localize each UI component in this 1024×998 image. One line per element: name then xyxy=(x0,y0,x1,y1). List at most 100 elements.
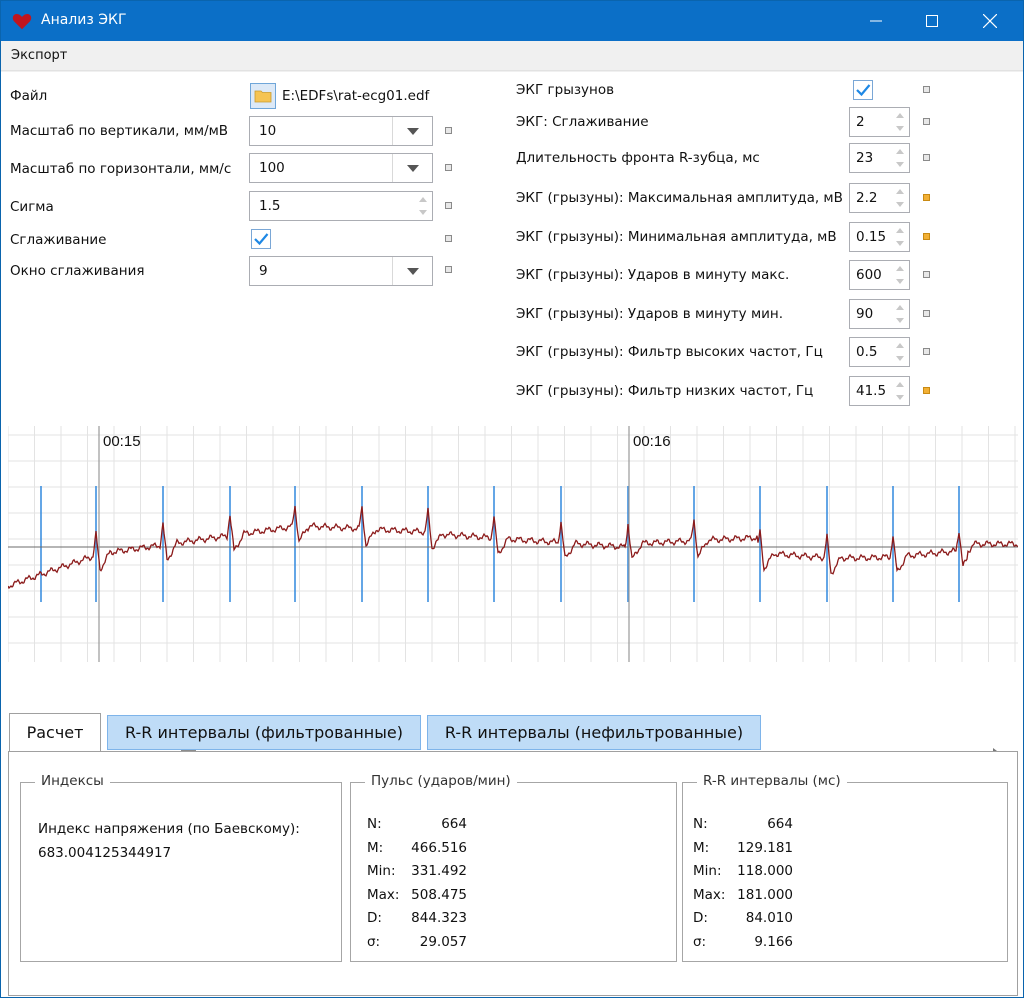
close-button[interactable] xyxy=(967,1,1013,41)
spin-buttons[interactable] xyxy=(893,147,907,169)
spin-buttons[interactable] xyxy=(893,341,907,363)
hscale-dropdown-button[interactable] xyxy=(392,154,432,182)
chevron-down-icon xyxy=(406,127,419,135)
indices-group-title: Индексы xyxy=(35,773,110,789)
pulse-group-title: Пульс (ударов/мин) xyxy=(365,773,517,789)
stat-row: Min: 331.492 xyxy=(367,860,467,884)
tab-calculation[interactable]: Расчет xyxy=(9,713,101,751)
minimize-button[interactable] xyxy=(853,1,899,41)
rodent-param-value: 90 xyxy=(856,306,874,322)
rodent-param-spinbox[interactable]: 23 xyxy=(849,143,910,173)
stat-row: D: 84.010 xyxy=(693,907,793,931)
rodent-param-label: ЭКГ (грызуны): Минимальная амплитуда, мВ xyxy=(516,229,837,245)
ecg-chart[interactable]: 00:15 00:16 xyxy=(8,426,1018,736)
window-combo[interactable]: 9 xyxy=(249,256,433,286)
baevsky-index-value: 683.004125344917 xyxy=(38,845,172,861)
param-status-marker xyxy=(923,194,930,201)
sigma-status-marker xyxy=(445,202,452,209)
vscale-combo[interactable]: 10 xyxy=(249,116,433,146)
pulse-group: Пульс (ударов/мин) N: 664 M: 466.516 Min: 331… xyxy=(350,773,677,962)
rodent-param-label: ЭКГ: Сглаживание xyxy=(516,114,649,130)
rodent-param-label: ЭКГ грызунов xyxy=(516,82,615,98)
spin-buttons[interactable] xyxy=(893,187,907,209)
window-label: Окно сглаживания xyxy=(10,263,145,279)
smoothing-status-marker xyxy=(445,235,452,242)
tab-rr-unfiltered-label: R-R интервалы (нефильтрованные) xyxy=(444,723,744,742)
rodent-param-label: Длительность фронта R-зубца, мс xyxy=(516,150,760,166)
rodent-param-spinbox[interactable]: 0.5 xyxy=(849,337,910,367)
rodent-param-spinbox[interactable]: 41.5 xyxy=(849,376,910,406)
rr-stats: N: 664 M: 129.181 Min: 118.000 Max: 181.000 D: 84… xyxy=(693,813,793,954)
tab-rr-unfiltered[interactable]: R-R интервалы (нефильтрованные) xyxy=(427,715,761,750)
stat-key: σ: xyxy=(693,933,707,950)
stat-row: N: 664 xyxy=(367,813,467,837)
rodent-param-spinbox[interactable]: 2 xyxy=(849,107,910,137)
time-label-1: 00:15 xyxy=(103,433,141,450)
menu-export[interactable]: Экспорт xyxy=(11,48,68,63)
folder-icon xyxy=(254,90,272,103)
stat-row: M: 129.181 xyxy=(693,837,793,861)
rodent-ecg-checkbox[interactable] xyxy=(853,80,873,100)
window-title: Анализ ЭКГ xyxy=(41,12,127,28)
hscale-combo[interactable]: 100 xyxy=(249,153,433,183)
stat-row: Min: 118.000 xyxy=(693,860,793,884)
stat-row: Max: 508.475 xyxy=(367,884,467,908)
baevsky-index-label: Индекс напряжения (по Баевскому): xyxy=(38,821,300,837)
rr-group: R-R интервалы (мс) N: 664 M: 129.181 Min: 118… xyxy=(682,773,1008,962)
stat-value: 118.000 xyxy=(737,863,793,879)
chevron-down-icon xyxy=(406,267,419,275)
stat-row: D: 844.323 xyxy=(367,907,467,931)
open-file-button[interactable] xyxy=(250,83,276,109)
window-status-marker xyxy=(445,266,452,273)
stat-key: M: xyxy=(367,839,384,856)
spin-buttons[interactable] xyxy=(893,380,907,402)
calculation-panel: Индексы Индекс напряжения (по Баевскому)… xyxy=(8,751,1018,996)
stat-key: D: xyxy=(693,910,708,926)
stat-value: 844.323 xyxy=(411,910,467,926)
rodent-param-spinbox[interactable]: 2.2 xyxy=(849,183,910,213)
stat-row: Max: 181.000 xyxy=(693,884,793,908)
rodent-param-value: 23 xyxy=(856,150,874,166)
rodent-param-value: 600 xyxy=(856,267,882,283)
checkmark-icon xyxy=(254,233,269,246)
hscale-status-marker xyxy=(445,164,452,171)
sigma-value: 1.5 xyxy=(259,198,281,214)
vscale-dropdown-button[interactable] xyxy=(392,117,432,145)
rodent-param-label: ЭКГ (грызуны): Ударов в минуту мин. xyxy=(516,306,784,322)
menu-bar: Экспорт xyxy=(1,41,1023,71)
stat-value: 9.166 xyxy=(754,933,793,950)
stat-value: 664 xyxy=(441,816,467,832)
window-dropdown-button[interactable] xyxy=(392,257,432,285)
stat-key: Min: xyxy=(693,863,722,879)
spin-buttons[interactable] xyxy=(893,111,907,133)
tab-calculation-label: Расчет xyxy=(26,723,84,742)
tab-rr-filtered[interactable]: R-R интервалы (фильтрованные) xyxy=(107,715,421,750)
maximize-button[interactable] xyxy=(909,1,955,41)
sigma-spinbox[interactable]: 1.5 xyxy=(249,191,433,221)
sigma-spin-buttons[interactable] xyxy=(416,195,430,217)
tab-rr-filtered-label: R-R интервалы (фильтрованные) xyxy=(125,723,403,742)
chevron-down-icon xyxy=(406,164,419,172)
rodent-param-spinbox[interactable]: 600 xyxy=(849,260,910,290)
spin-buttons[interactable] xyxy=(893,303,907,325)
spin-buttons[interactable] xyxy=(893,226,907,248)
smoothing-checkbox[interactable] xyxy=(251,229,271,249)
stat-value: 466.516 xyxy=(411,839,467,856)
stat-key: N: xyxy=(367,816,382,832)
param-status-marker xyxy=(923,310,930,317)
stat-row: σ: 9.166 xyxy=(693,931,793,955)
stat-key: Max: xyxy=(693,886,726,903)
main-content: Файл E:\EDFs\rat-ecg01.edf Масштаб по ве… xyxy=(1,72,1023,997)
rodent-param-spinbox[interactable]: 0.15 xyxy=(849,222,910,252)
param-status-marker xyxy=(923,86,930,93)
stat-row: M: 466.516 xyxy=(367,837,467,861)
r-peak-markers xyxy=(40,486,960,602)
spin-buttons[interactable] xyxy=(893,264,907,286)
stat-value: 181.000 xyxy=(737,886,793,903)
hscale-label: Масштаб по горизонтали, мм/с xyxy=(10,161,232,177)
stat-row: N: 664 xyxy=(693,813,793,837)
vscale-label: Масштаб по вертикали, мм/мВ xyxy=(10,123,229,139)
stat-key: Min: xyxy=(367,863,396,879)
rodent-param-spinbox[interactable]: 90 xyxy=(849,299,910,329)
